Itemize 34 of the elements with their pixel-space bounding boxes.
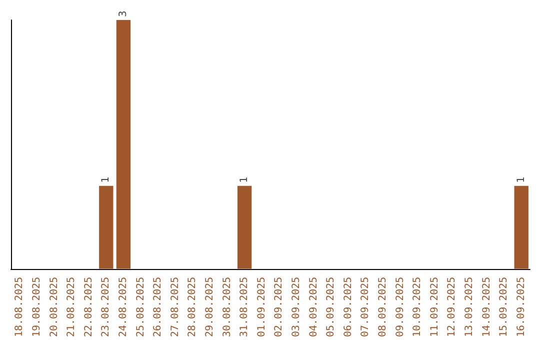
x-tick-label: 28.08.2025 [187,276,198,338]
x-tick-label: 25.08.2025 [135,276,146,338]
x-tick-label: 15.09.2025 [498,276,510,338]
x-tick-label: 14.09.2025 [481,276,492,338]
x-tick-label: 12.09.2025 [446,276,458,338]
x-tick-label: 08.09.2025 [377,276,388,338]
x-tick-label: 13.09.2025 [464,276,475,338]
data-label: 1 [100,176,112,183]
x-tick-label: 07.09.2025 [360,276,372,338]
data-label: 1 [516,176,527,183]
x-tick-label: 06.09.2025 [342,276,354,338]
x-tick-label: 26.08.2025 [152,276,164,338]
x-tick-label: 02.09.2025 [274,276,285,338]
x-tick-label: 11.09.2025 [429,276,440,338]
x-tick-label: 10.09.2025 [412,276,424,338]
x-tick-label: 19.08.2025 [31,276,42,338]
x-tick-label: 03.09.2025 [290,276,302,338]
x-tick-label: 18.08.2025 [14,276,26,338]
x-tick-label: 29.08.2025 [204,276,216,338]
x-tick-label: 23.08.2025 [100,276,112,338]
x-tick-label: 16.09.2025 [516,276,527,338]
x-tick-label: 05.09.2025 [326,276,337,338]
data-label: 1 [239,176,250,183]
x-tick-label: 31.08.2025 [239,276,250,338]
x-tick-label: 22.08.2025 [83,276,94,338]
x-tick-label: 30.08.2025 [222,276,233,338]
x-tick-label: 20.08.2025 [48,276,60,338]
data-label: 3 [118,10,129,17]
x-tick-label: 24.08.2025 [118,276,129,338]
x-tick-label: 21.08.2025 [66,276,78,338]
x-tick-label: 27.08.2025 [170,276,181,338]
x-tick-label: 04.09.2025 [308,276,320,338]
x-tick-label: 01.09.2025 [256,276,268,338]
x-tick-label: 09.09.2025 [394,276,406,338]
